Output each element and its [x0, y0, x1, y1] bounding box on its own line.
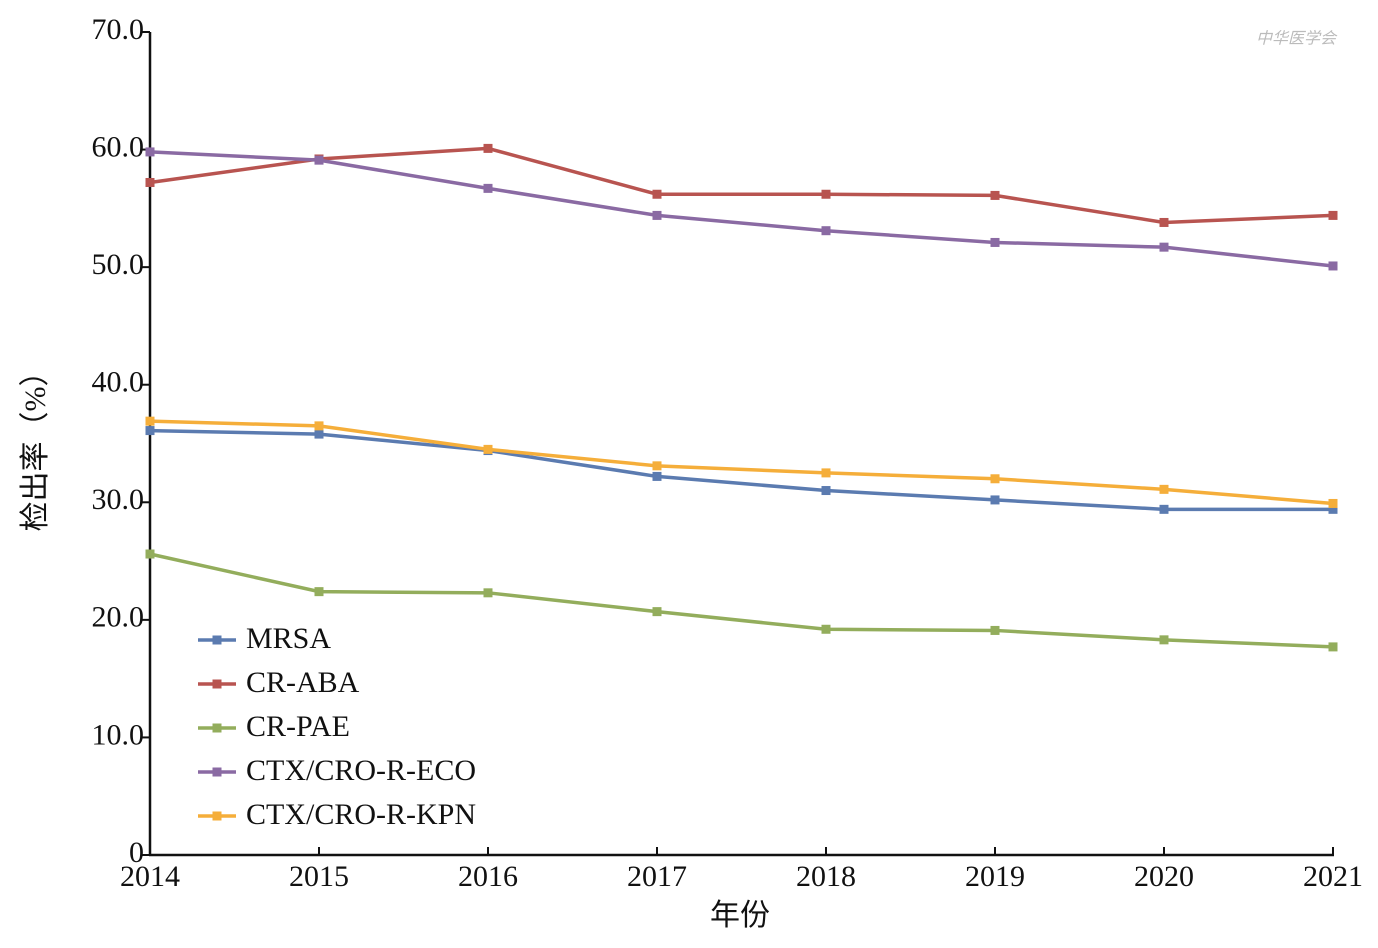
point-marker [652, 189, 662, 199]
point-marker [145, 549, 155, 559]
point-marker [1328, 210, 1338, 220]
y-tick-label: 20.0 [92, 601, 145, 634]
series-line [149, 146, 1334, 225]
y-tick-label: 60.0 [92, 130, 145, 163]
x-tick-label: 2018 [796, 860, 856, 893]
y-tick-label: 0 [129, 836, 144, 869]
point-marker [990, 237, 1000, 247]
point-marker [821, 468, 831, 478]
legend-label: CTX/CRO-R-KPN [246, 798, 476, 831]
x-tick-label: 2017 [627, 860, 687, 893]
y-tick-label: 10.0 [92, 718, 145, 751]
y-tick-label: 70.0 [92, 13, 145, 46]
point-marker [314, 155, 324, 165]
point-marker [652, 471, 662, 481]
series-line [149, 419, 1334, 506]
point-marker [1159, 217, 1169, 227]
x-axis-title: 年份 [710, 899, 770, 932]
point-marker [990, 495, 1000, 505]
point-marker [483, 444, 493, 454]
point-marker [1328, 498, 1338, 508]
point-marker [652, 461, 662, 471]
legend-label: CR-ABA [246, 666, 360, 699]
x-tick-label: 2015 [289, 860, 349, 893]
point-marker [652, 210, 662, 220]
point-marker [1328, 261, 1338, 271]
point-marker [821, 226, 831, 236]
point-marker [483, 183, 493, 193]
legend-label: MRSA [246, 622, 331, 655]
point-marker [821, 624, 831, 634]
legend-label: CTX/CRO-R-ECO [246, 754, 476, 787]
point-marker [652, 607, 662, 617]
y-tick-label: 30.0 [92, 483, 145, 516]
point-marker [1159, 484, 1169, 494]
point-marker [990, 625, 1000, 635]
point-marker [145, 426, 155, 436]
series-line [149, 552, 1334, 649]
point-marker [990, 474, 1000, 484]
legend-marker [212, 679, 222, 689]
point-marker [483, 143, 493, 153]
y-axis-title: 检出率（%） [19, 357, 52, 532]
x-tick-label: 2016 [458, 860, 518, 893]
point-marker [821, 486, 831, 496]
point-marker [1159, 635, 1169, 645]
point-marker [1159, 504, 1169, 514]
legend-marker [212, 723, 222, 733]
point-marker [1328, 642, 1338, 652]
y-tick-label: 40.0 [92, 366, 145, 399]
point-marker [990, 190, 1000, 200]
x-tick-label: 2014 [120, 860, 180, 893]
point-marker [483, 588, 493, 598]
legend-marker [212, 635, 222, 645]
legend-label: CR-PAE [246, 710, 350, 743]
point-marker [145, 147, 155, 157]
legend-marker [212, 767, 222, 777]
y-tick-label: 50.0 [92, 248, 145, 281]
point-marker [1328, 504, 1338, 514]
series-line [149, 428, 1333, 512]
legend-marker [212, 811, 222, 821]
watermark: 中华医学会 [1256, 30, 1338, 48]
point-marker [314, 421, 324, 431]
x-tick-label: 2019 [965, 860, 1025, 893]
x-tick-label: 2020 [1134, 860, 1194, 893]
series-line [149, 150, 1334, 268]
point-marker [314, 587, 324, 597]
point-marker [314, 429, 324, 439]
x-tick-label: 2021 [1303, 860, 1363, 893]
point-marker [145, 416, 155, 426]
point-marker [821, 189, 831, 199]
point-marker [145, 177, 155, 187]
point-marker [1159, 242, 1169, 252]
